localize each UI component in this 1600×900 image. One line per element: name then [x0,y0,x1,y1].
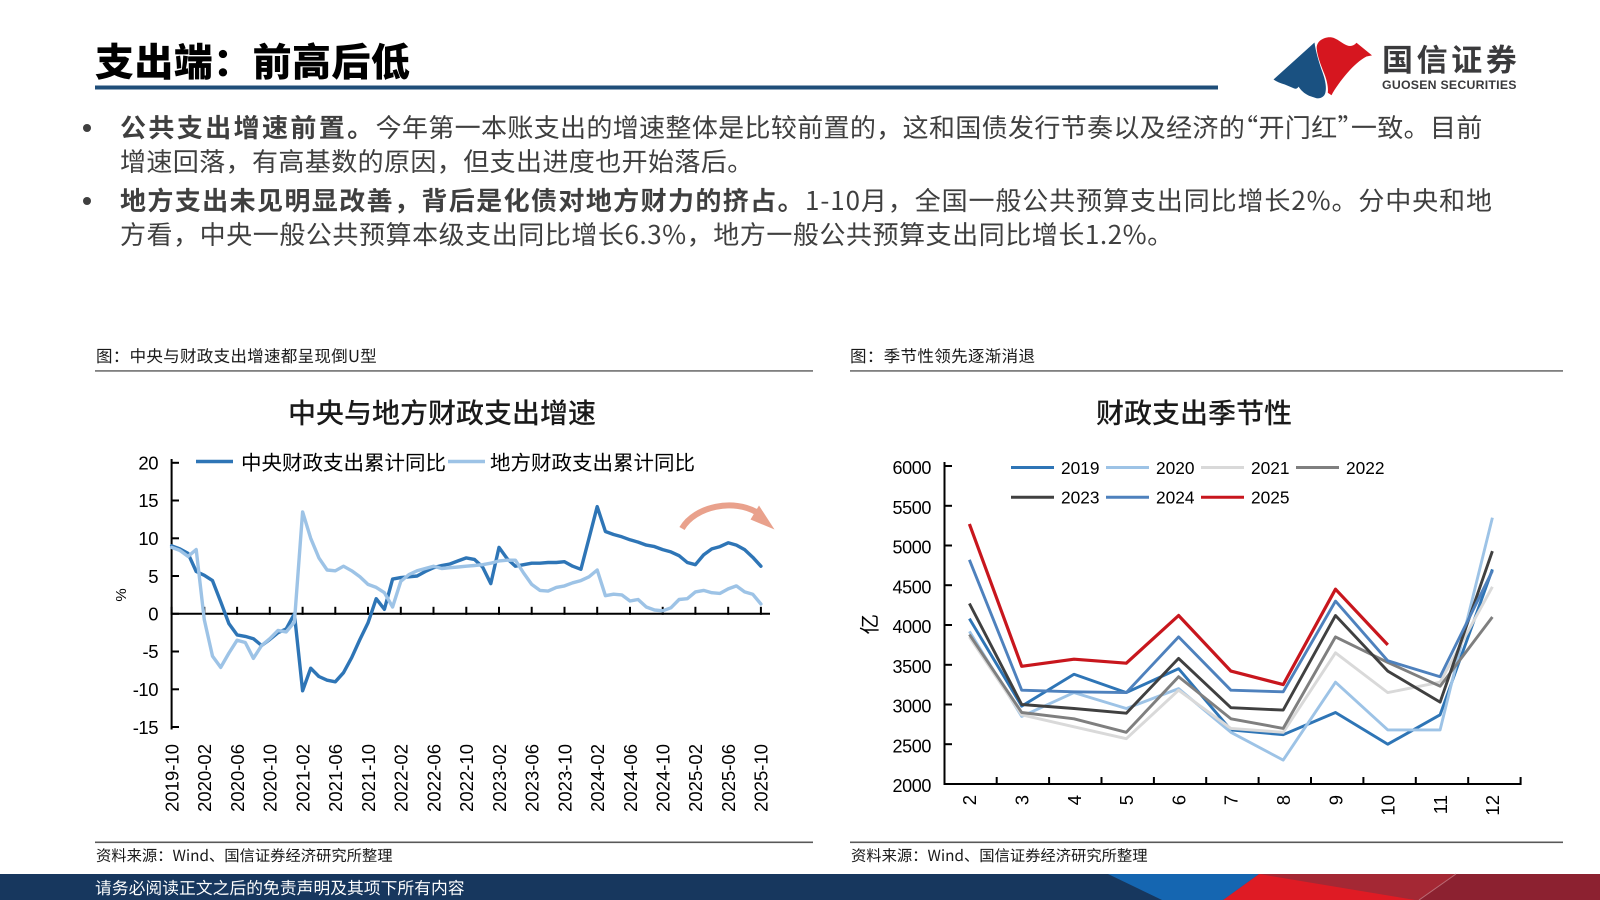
svg-text:10: 10 [138,528,158,549]
svg-text:3000: 3000 [893,697,932,717]
svg-text:2024-10: 2024-10 [653,744,674,812]
svg-text:2025-02: 2025-02 [685,744,706,812]
svg-text:-15: -15 [133,717,158,738]
svg-text:5: 5 [1116,795,1137,805]
svg-text:2500: 2500 [893,737,932,757]
svg-text:6: 6 [1168,795,1189,805]
svg-text:4: 4 [1064,795,1085,805]
svg-text:2024: 2024 [1156,488,1195,508]
svg-text:-10: -10 [133,679,158,700]
svg-text:0: 0 [148,604,158,625]
svg-text:%: % [113,588,130,601]
svg-text:2: 2 [959,795,980,805]
svg-text:2024-06: 2024-06 [620,744,641,812]
svg-text:-5: -5 [143,641,159,662]
svg-text:2022-10: 2022-10 [456,744,477,812]
svg-text:2025-06: 2025-06 [718,744,739,812]
svg-text:10: 10 [1378,795,1399,816]
svg-text:2025-10: 2025-10 [751,744,772,812]
svg-text:5000: 5000 [893,538,932,558]
svg-text:20: 20 [138,453,158,474]
svg-text:2021-02: 2021-02 [292,744,313,812]
svg-text:2025: 2025 [1251,488,1289,508]
svg-text:6000: 6000 [893,458,932,478]
svg-text:3500: 3500 [893,657,932,677]
svg-text:2022-02: 2022-02 [391,744,412,812]
svg-text:2021: 2021 [1251,458,1289,478]
svg-text:2022: 2022 [1346,458,1384,478]
svg-text:7: 7 [1221,795,1242,805]
svg-text:12: 12 [1482,795,1503,816]
svg-text:2020-02: 2020-02 [194,744,215,812]
svg-text:9: 9 [1325,795,1346,805]
svg-text:2020-06: 2020-06 [227,744,248,812]
svg-text:3: 3 [1012,795,1033,805]
svg-text:11: 11 [1430,795,1451,814]
svg-text:5: 5 [148,566,158,587]
svg-text:2023-02: 2023-02 [489,744,510,812]
svg-text:15: 15 [138,490,158,511]
svg-text:2020: 2020 [1156,458,1194,478]
svg-text:2021-10: 2021-10 [358,744,379,812]
svg-text:4500: 4500 [893,578,932,598]
svg-text:GUOSEN SECURITIES: GUOSEN SECURITIES [1382,78,1517,92]
svg-text:2019: 2019 [1061,458,1099,478]
svg-text:2020-10: 2020-10 [260,744,281,812]
svg-text:2023-10: 2023-10 [554,744,575,812]
svg-text:2019-10: 2019-10 [161,744,182,812]
svg-text:4000: 4000 [893,617,932,637]
svg-text:2000: 2000 [893,776,932,796]
svg-text:2022-06: 2022-06 [423,744,444,812]
svg-text:2021-06: 2021-06 [325,744,346,812]
svg-text:2024-02: 2024-02 [587,744,608,812]
svg-text:2023-06: 2023-06 [522,744,543,812]
svg-text:8: 8 [1273,795,1294,805]
svg-text:5500: 5500 [893,498,932,518]
svg-text:2023: 2023 [1061,488,1099,508]
